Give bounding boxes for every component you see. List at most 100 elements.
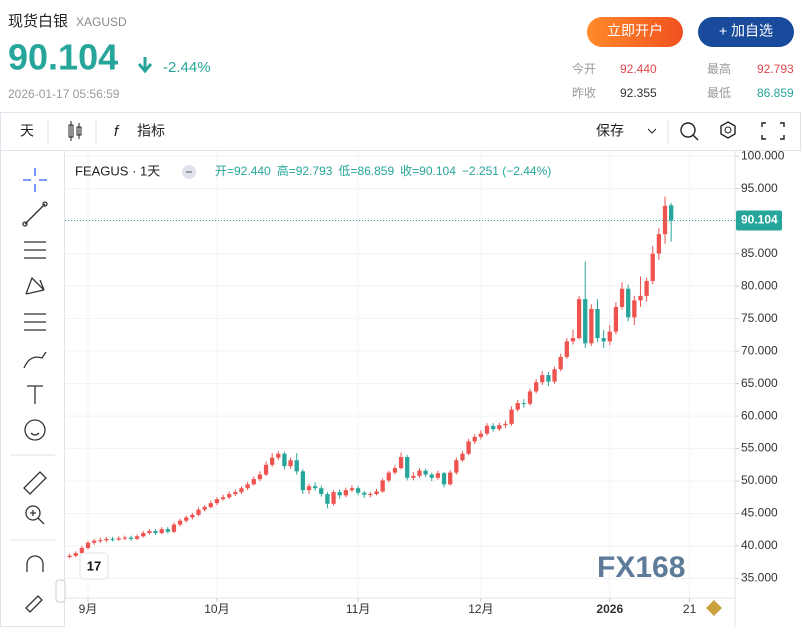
candle-body — [196, 509, 201, 515]
stat-value: 92.440 — [620, 62, 657, 76]
candle-body — [239, 488, 244, 493]
candle-body — [98, 540, 103, 542]
candle-body — [128, 537, 134, 539]
y-tick-label: 55.000 — [741, 441, 778, 455]
candle-body — [521, 403, 526, 405]
candle-body — [67, 555, 72, 558]
candle-body — [159, 529, 164, 534]
y-tick-label: 60.000 — [741, 408, 778, 422]
save[interactable]: 保存 — [596, 123, 624, 139]
y-tick-label: 75.000 — [741, 311, 778, 325]
candle-body — [122, 537, 127, 539]
candle-body — [472, 436, 477, 442]
candle-body — [619, 288, 625, 307]
candle-body — [343, 490, 348, 496]
candle-body — [405, 457, 410, 478]
symbol: XAGUSD — [76, 15, 127, 29]
legend-item: 收=90.104 — [400, 164, 456, 178]
chart: 35.000 40.000 45.000 50.000 55.000 60.000 65.0… — [65, 148, 785, 627]
candle-body — [110, 538, 115, 540]
x-tick-label: 2026 — [596, 602, 623, 616]
candle-type-icon[interactable] — [68, 121, 82, 141]
save-dropdown[interactable] — [647, 128, 657, 134]
candle-body — [312, 486, 318, 489]
candle-body — [583, 299, 588, 344]
candle-body — [171, 524, 177, 532]
candle-body — [546, 375, 551, 382]
candle-body — [325, 494, 330, 504]
stat-label: 昨收 — [572, 86, 596, 100]
fx-icon[interactable]: f — [114, 123, 120, 140]
candle-body — [270, 457, 275, 465]
candle-body — [73, 553, 78, 556]
x-tick-label: 21 — [683, 602, 697, 616]
candle-body — [85, 542, 91, 548]
candle-body — [503, 423, 508, 426]
interval[interactable]: 天 — [20, 123, 34, 139]
candle-body — [638, 295, 643, 301]
x-tick-label: 9月 — [79, 602, 98, 616]
indicators[interactable]: 指标 — [137, 123, 165, 139]
candle-body — [595, 308, 600, 339]
watchlist-label[interactable]: + 加自选 — [719, 23, 773, 39]
alert-icon[interactable] — [680, 122, 699, 141]
candle-body — [245, 484, 250, 489]
candle-body — [448, 472, 453, 485]
candle-body — [141, 533, 146, 537]
candle-body — [398, 457, 404, 469]
open-account-label[interactable]: 立即开户 — [607, 23, 663, 39]
candle-body — [362, 492, 367, 495]
candle-body — [558, 356, 563, 370]
price: 90.104 — [8, 37, 118, 78]
candle-body — [300, 471, 306, 491]
candle-body — [576, 299, 582, 339]
collapse-handle[interactable] — [55, 579, 66, 603]
y-tick-label: 70.000 — [741, 343, 778, 357]
candle-body — [644, 280, 649, 296]
x-tick-label: 12月 — [468, 602, 493, 616]
stat-label: 最高 — [707, 61, 731, 76]
candle-body — [484, 425, 490, 434]
candle-body — [134, 536, 140, 539]
candle-body — [368, 494, 373, 496]
candle-body — [435, 473, 441, 478]
candle-body — [613, 306, 619, 332]
candle-body — [208, 503, 213, 508]
candle-body — [656, 234, 662, 254]
candle-body — [386, 472, 391, 481]
y-tick-label: 35.000 — [741, 571, 778, 585]
candle-body — [355, 488, 361, 493]
y-tick-label: 85.000 — [741, 246, 778, 260]
candle-body — [251, 479, 256, 485]
watermark: FX168 — [597, 551, 685, 584]
candle-body — [417, 470, 422, 476]
candle-body — [79, 547, 85, 554]
change: -2.44% — [163, 59, 211, 76]
y-tick-label: 45.000 — [741, 506, 778, 520]
stat-value: 86.859 — [757, 86, 794, 100]
candle-body — [411, 475, 416, 478]
candle-body — [632, 300, 637, 318]
candle-body — [165, 529, 170, 532]
candle-body — [306, 486, 312, 491]
candle-body — [460, 453, 465, 461]
candle-body — [441, 473, 447, 485]
candle-body — [570, 338, 576, 342]
settings-icon[interactable] — [720, 121, 736, 139]
candle-body — [116, 538, 121, 540]
watchlist-button[interactable] — [698, 17, 794, 47]
open-account-button[interactable] — [587, 17, 683, 47]
chart-symbol: FEAGUS · 1天 — [75, 163, 160, 178]
stat-value: 92.355 — [620, 86, 657, 100]
candle-body — [288, 460, 293, 467]
candle-body — [282, 453, 287, 467]
y-tick-label: 65.000 — [741, 376, 778, 390]
fullscreen-icon[interactable] — [761, 122, 785, 140]
candle-body — [650, 253, 655, 281]
drawing-tools[interactable] — [22, 168, 48, 613]
candle-body — [527, 391, 533, 404]
candle-body — [349, 488, 355, 491]
candle-body — [319, 488, 324, 495]
